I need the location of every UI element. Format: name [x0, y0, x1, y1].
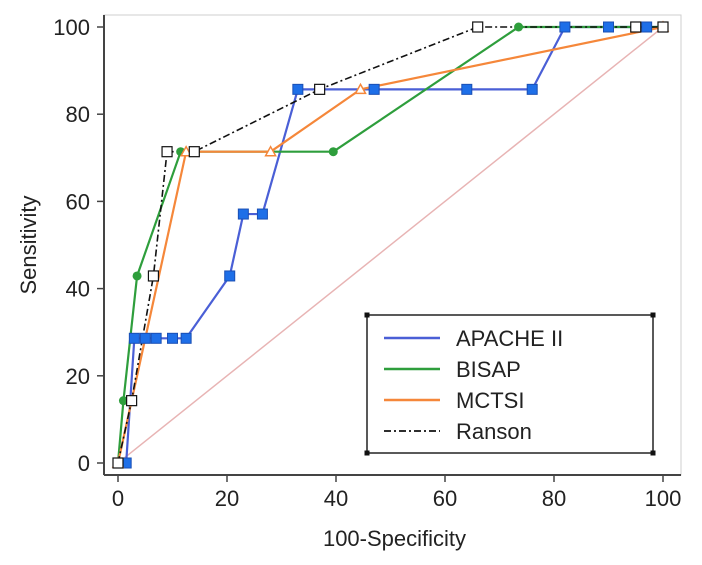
- series-layer: [111, 20, 670, 469]
- series-ranson: [117, 26, 663, 464]
- mctsi-point: [354, 82, 367, 95]
- apache-ii-point: [128, 332, 140, 344]
- x-tick-label: 100: [645, 486, 682, 511]
- x-tick-label: 60: [433, 486, 457, 511]
- legend-label: APACHE II: [456, 326, 563, 351]
- x-tick-label: 20: [215, 486, 239, 511]
- apache-ii-point: [603, 21, 614, 33]
- y-tick-label: 20: [66, 364, 90, 389]
- legend: APACHE II BISAP MCTSI Ranson: [364, 312, 656, 456]
- ranson-point: [147, 270, 160, 282]
- legend-corner: [650, 450, 656, 456]
- legend-label: BISAP: [456, 357, 521, 382]
- apache-ii-point: [461, 83, 473, 95]
- y-tick-label: 40: [66, 277, 90, 302]
- apache-ii-point: [559, 21, 571, 33]
- series-line-ranson: [117, 26, 663, 464]
- series-markers-apache-ii: [112, 21, 669, 469]
- apache-ii-point: [641, 21, 653, 33]
- apache-ii-point: [526, 83, 538, 95]
- series-markers-ranson: [112, 21, 669, 469]
- bisap-point: [328, 147, 338, 157]
- apache-ii-point: [368, 83, 380, 95]
- x-axis-title: 100-Specificity: [323, 526, 466, 551]
- y-tick-label: 100: [53, 15, 90, 40]
- ranson-point: [657, 21, 669, 33]
- apache-ii-point: [256, 208, 268, 220]
- apache-ii-point: [224, 270, 236, 282]
- y-axis-title: Sensitivity: [16, 195, 41, 294]
- x-tick-label: 80: [542, 486, 566, 511]
- legend-label: MCTSI: [456, 388, 524, 413]
- ranson-point: [126, 395, 138, 407]
- bisap-point: [118, 396, 128, 406]
- apache-ii-point: [237, 208, 249, 220]
- ranson-point: [630, 21, 642, 33]
- legend-corner: [364, 312, 370, 318]
- mctsi-point: [264, 145, 277, 157]
- reference-diagonal: [117, 26, 664, 464]
- ranson-point: [314, 83, 326, 95]
- ranson-point: [472, 21, 484, 33]
- ranson-point: [112, 457, 124, 469]
- bisap-point: [514, 22, 524, 32]
- y-tick-label: 80: [66, 102, 90, 127]
- legend-corner: [364, 450, 370, 456]
- y-tick-label: 0: [78, 451, 90, 476]
- y-tick-label: 60: [66, 189, 90, 214]
- mctsi-point: [179, 145, 193, 157]
- apache-ii-point: [150, 332, 162, 344]
- ranson-point: [161, 146, 173, 158]
- axes: 0 20 40 60 80 100 0 20 40 60 80 100: [53, 15, 681, 511]
- apache-ii-point: [167, 332, 178, 344]
- legend-corner: [650, 312, 656, 318]
- legend-label: Ranson: [456, 419, 532, 444]
- apache-ii-point: [180, 332, 192, 344]
- bisap-point: [132, 271, 142, 281]
- x-tick-label: 0: [112, 486, 124, 511]
- ranson-point: [188, 146, 200, 158]
- apache-ii-point: [292, 83, 304, 95]
- x-tick-label: 40: [324, 486, 348, 511]
- apache-ii-point: [139, 332, 151, 344]
